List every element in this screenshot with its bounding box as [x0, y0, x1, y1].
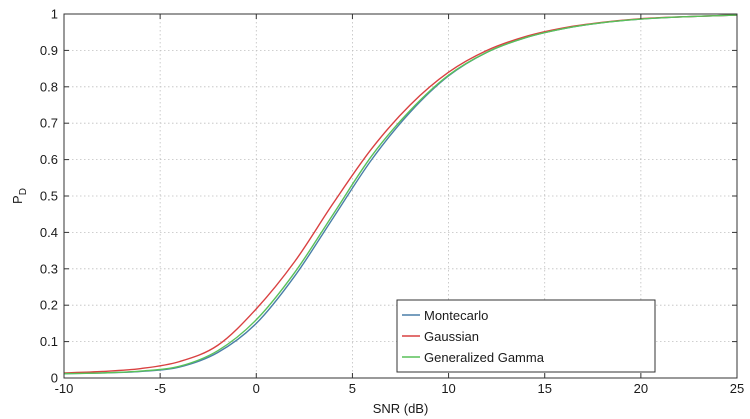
y-tick-label: 1	[51, 7, 58, 22]
y-tick-label: 0	[51, 371, 58, 386]
legend-entry: Montecarlo	[424, 308, 488, 323]
y-axis-label-subscript: D	[18, 188, 29, 195]
x-tick-label: -10	[55, 381, 74, 396]
y-tick-label: 0.4	[40, 225, 58, 240]
legend-box	[396, 299, 656, 373]
x-tick-label: -5	[154, 381, 166, 396]
y-tick-label: 0.1	[40, 334, 58, 349]
x-tick-label: 20	[634, 381, 648, 396]
axis-ticks: -10 -5 0 5 10 15 20 25 0 0.1 0.2 0.3 0.4 0.5 0.6 0.7 0.8…	[40, 7, 744, 397]
y-tick-label: 0.9	[40, 43, 58, 58]
y-tick-label: 0.5	[40, 189, 58, 204]
x-tick-label: 10	[441, 381, 455, 396]
y-tick-label: 0.3	[40, 261, 58, 276]
x-tick-label: 25	[730, 381, 744, 396]
x-tick-label: 0	[253, 381, 260, 396]
x-tick-label: 5	[349, 381, 356, 396]
y-axis-label: PD	[10, 188, 29, 204]
y-tick-label: 0.2	[40, 298, 58, 313]
y-tick-label: 0.7	[40, 116, 58, 131]
y-tick-label: 0.8	[40, 79, 58, 94]
legend-entry: Generalized Gamma	[424, 350, 545, 365]
x-tick-label: 15	[537, 381, 551, 396]
legend-entry: Gaussian	[424, 329, 479, 344]
y-tick-label: 0.6	[40, 152, 58, 167]
series-line-generalized-gamma	[63, 14, 738, 375]
series-lines	[63, 14, 738, 375]
y-axis-label-main: P	[10, 195, 25, 204]
x-axis-label: SNR (dB)	[373, 401, 429, 416]
legend: Montecarlo Gaussian Generalized Gamma	[396, 299, 656, 373]
